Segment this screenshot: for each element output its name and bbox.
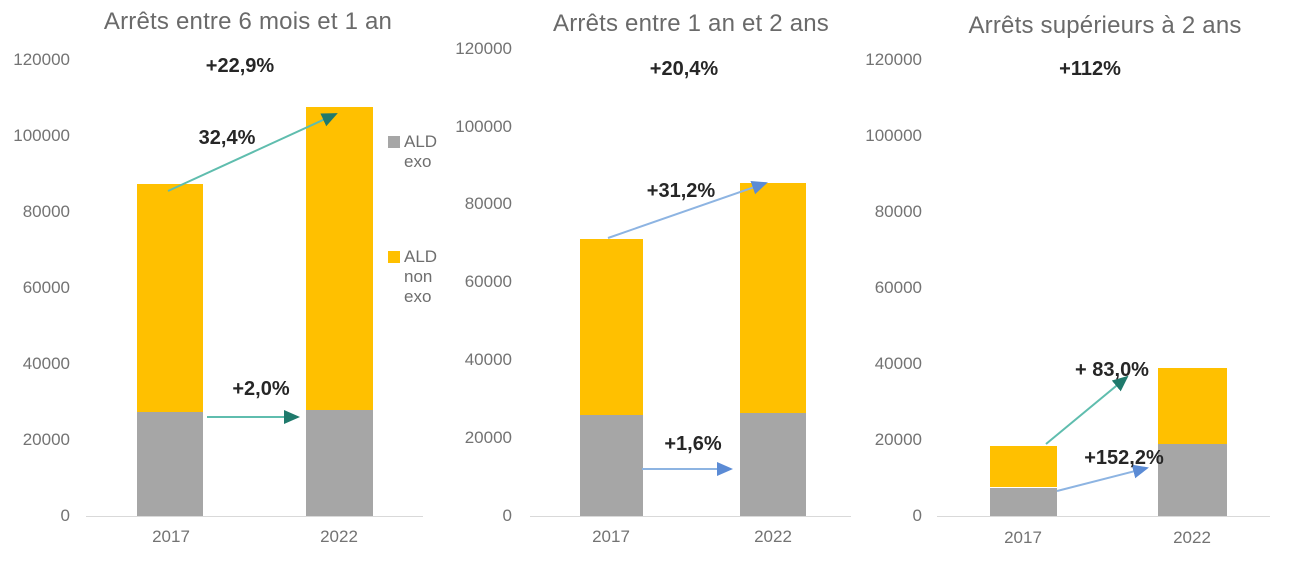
y-axis-tick-label: 40000	[22, 354, 70, 373]
x-axis-label-2017: 2017	[592, 527, 630, 546]
bar-2017-ald-exo	[990, 487, 1057, 516]
y-axis-tick-label: 20000	[464, 428, 512, 448]
x-axis-label-2017: 2017	[152, 527, 190, 546]
annotation-non-exo-growth: +31,2%	[646, 180, 716, 202]
y-axis-tick-label: 80000	[464, 194, 512, 214]
y-axis-tick-label: 80000	[22, 202, 70, 221]
annotation-total-growth: +22,9%	[205, 55, 275, 77]
chart-title: Arrêts entre 6 mois et 1 an	[103, 8, 393, 35]
legend-label: ALD non exo	[404, 247, 438, 306]
y-axis-tick-label: 40000	[464, 350, 512, 370]
y-axis-tick-label: 100000	[13, 126, 70, 145]
y-axis-tick-label: 0	[502, 506, 512, 525]
arrow-exo-growth-chart3	[1056, 464, 1149, 492]
arrow-non-exo-growth-chart3	[1045, 375, 1129, 445]
x-axis-line	[86, 516, 423, 517]
y-axis-tick-label: 100000	[455, 116, 512, 136]
arrow-non-exo-growth-chart2	[607, 180, 768, 239]
y-axis-tick-label: 120000	[13, 50, 70, 69]
legend-item-ald-exo: ALD exo	[388, 132, 448, 172]
bar-2022-ald-exo	[1158, 444, 1227, 516]
annotation-exo-growth: +2,0%	[232, 378, 290, 400]
y-axis-tick-label: 60000	[464, 272, 512, 292]
y-axis-tick-label: 120000	[455, 38, 512, 58]
annotation-exo-growth: +152,2%	[1084, 447, 1164, 469]
bar-2022-ald-non-exo	[740, 182, 806, 414]
legend-swatch-ald-non-exo-icon	[388, 251, 400, 263]
x-axis-line	[937, 516, 1270, 517]
y-axis-tick-label: 20000	[874, 430, 922, 449]
legend-swatch-ald-exo-icon	[388, 136, 400, 148]
annotation-non-exo-growth: + 83,0%	[1075, 359, 1149, 381]
bar-2022-ald-non-exo	[1158, 367, 1227, 445]
y-axis-tick-label: 60000	[22, 278, 70, 297]
bar-2017-ald-non-exo	[990, 445, 1057, 488]
x-axis-label-2022: 2022	[1173, 528, 1211, 547]
y-axis-tick-label: 80000	[874, 202, 922, 221]
bar-2017-ald-non-exo	[137, 183, 203, 412]
bar-2022-ald-non-exo	[306, 107, 373, 410]
arrow-non-exo-growth-chart1	[167, 113, 338, 192]
legend-item-ald-non-exo: ALD non exo	[388, 247, 448, 307]
y-axis-tick-label: 40000	[874, 354, 922, 373]
y-axis-tick-label: 100000	[865, 126, 922, 145]
bar-2022-ald-exo	[306, 409, 373, 516]
x-axis-line	[530, 516, 851, 517]
annotation-total-growth: +112%	[1059, 58, 1121, 80]
y-axis-tick-label: 120000	[865, 50, 922, 69]
legend-label: ALD exo	[404, 132, 438, 171]
y-axis-tick-label: 0	[912, 506, 922, 525]
x-axis-label-2022: 2022	[320, 527, 358, 546]
y-axis-tick-label: 20000	[22, 430, 70, 449]
bar-2017-ald-non-exo	[580, 239, 643, 415]
bar-2017-ald-exo	[137, 411, 203, 516]
x-axis-label-2022: 2022	[754, 527, 792, 546]
annotation-total-growth: +20,4%	[649, 58, 719, 80]
x-axis-label-2017: 2017	[1004, 528, 1042, 547]
chart-title: Arrêts entre 1 an et 2 ans	[552, 10, 830, 37]
chart-title: Arrêts supérieurs à 2 ans	[968, 12, 1242, 39]
annotation-exo-growth: +1,6%	[664, 433, 722, 455]
bar-2022-ald-exo	[740, 413, 806, 516]
y-axis-tick-label: 0	[60, 506, 70, 525]
y-axis-tick-label: 60000	[874, 278, 922, 297]
bar-2017-ald-exo	[580, 414, 643, 516]
annotation-non-exo-growth: 32,4%	[198, 127, 256, 149]
